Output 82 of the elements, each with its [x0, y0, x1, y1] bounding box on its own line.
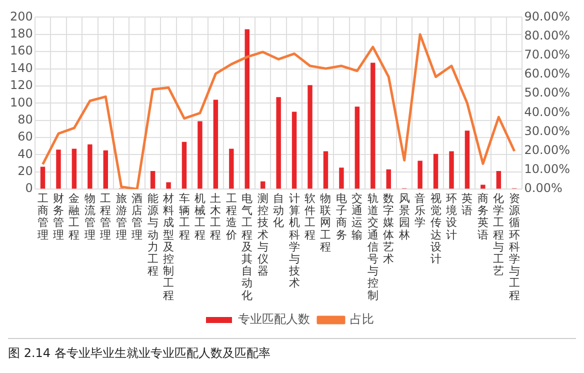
x-tick-label: 物流管理 — [84, 192, 96, 242]
bar — [354, 106, 360, 189]
y-tick-label: 160 — [10, 44, 33, 58]
bar — [418, 160, 422, 189]
bar — [339, 168, 344, 189]
x-tick-label: 软件工程 — [304, 192, 316, 242]
bar — [370, 62, 376, 189]
bar — [150, 171, 156, 189]
bar — [166, 182, 171, 189]
text: 图 2.14 各专业毕业生就业专业匹配人数及匹配率 — [8, 338, 576, 362]
x-tick-label: 酒店管理 — [132, 192, 143, 242]
x-tick-label: 金融工程 — [68, 192, 80, 242]
bar — [72, 148, 77, 189]
y2-tick-label: 10.00% — [524, 162, 570, 176]
bar — [229, 148, 234, 189]
bar — [449, 151, 454, 189]
x-tick-label: 数字媒体艺术 — [383, 192, 394, 266]
x-tick-label: 风景园林 — [398, 192, 410, 242]
x-tick-label: 工商管理 — [37, 192, 48, 242]
bar — [213, 100, 218, 189]
y2-tick-label: 50.00% — [524, 86, 570, 100]
y2-tick-label: 0.00% — [524, 181, 562, 196]
bar — [308, 85, 312, 189]
bar — [480, 184, 486, 189]
y2-tick-label: 60.00% — [524, 66, 570, 81]
y2-tick-label: 70.00% — [524, 48, 570, 62]
x-tick-label: 旅游管理 — [116, 192, 127, 242]
bar — [88, 144, 92, 189]
bar — [103, 150, 108, 189]
x-tick-label: 视觉传达设计 — [430, 192, 442, 266]
bar — [292, 112, 297, 189]
y-tick-label: 0 — [25, 181, 33, 196]
y-tick-label: 180 — [10, 26, 33, 41]
y2-tick-label: 80.00% — [524, 28, 570, 42]
category-label: 电气工程及其自动化 — [242, 192, 253, 302]
bar — [40, 166, 46, 189]
x-tick-label: 车辆工程 — [178, 192, 190, 242]
y-tick-label: 80 — [18, 112, 33, 126]
x-tick-label: 电子商务 — [336, 192, 347, 242]
x-tick-label: 交通运输 — [352, 192, 363, 242]
bar — [244, 29, 250, 189]
bar — [260, 181, 266, 189]
x-tick-label: 英语 — [462, 192, 473, 218]
y-tick-label: 100 — [10, 95, 33, 110]
bar — [56, 150, 61, 189]
category-label: 资源循环科学与工程 — [508, 192, 520, 302]
x-tick-label: 自动化 — [273, 192, 284, 230]
x-tick-label: 土木工程 — [210, 192, 222, 242]
y2-tick-label: 30.00% — [524, 124, 570, 138]
bar — [182, 142, 187, 189]
x-tick-label: 物联网工程 — [320, 192, 332, 254]
y2-tick-label: 20.00% — [524, 143, 570, 158]
bar — [386, 169, 391, 189]
y2-tick-label: 40.00% — [524, 104, 570, 119]
x-tick-label: 商务英语 — [477, 192, 488, 242]
legend-label: 专业匹配人数 — [238, 312, 310, 326]
x-tick-label: 化学工程与工艺 — [493, 192, 504, 278]
x-tick-label: 测控技术与仪器 — [256, 192, 268, 278]
y-tick-label: 20 — [18, 164, 33, 178]
bar — [198, 121, 202, 189]
y2-tick-label: 90.00% — [524, 9, 570, 24]
bar — [323, 151, 328, 189]
y-tick-label: 60 — [18, 130, 33, 144]
y-tick-label: 200 — [10, 9, 33, 24]
bar — [496, 171, 502, 189]
bar — [433, 154, 438, 189]
category-label: 轨道交通信号与控制 — [367, 192, 378, 302]
x-tick-label: 环境设计 — [445, 192, 457, 242]
category-label: 材料成型及控制工程 — [163, 192, 174, 302]
y-tick-label: 140 — [10, 60, 33, 75]
x-tick-label: 能源与动力工程 — [147, 192, 158, 278]
y-tick-label: 120 — [10, 78, 33, 92]
bar — [464, 130, 470, 189]
x-tick-label: 工程管理 — [100, 192, 112, 242]
y-tick-label: 40 — [18, 146, 33, 161]
x-tick-label: 工程造价 — [224, 192, 237, 242]
x-tick-label: 机械工程 — [194, 192, 206, 242]
x-tick-label: 计算机科学与技术 — [288, 192, 300, 290]
x-tick-label: 音乐学 — [414, 192, 426, 230]
bar — [276, 97, 281, 189]
x-tick-label: 财务管理 — [52, 192, 64, 242]
legend-label: 占比 — [350, 312, 374, 326]
